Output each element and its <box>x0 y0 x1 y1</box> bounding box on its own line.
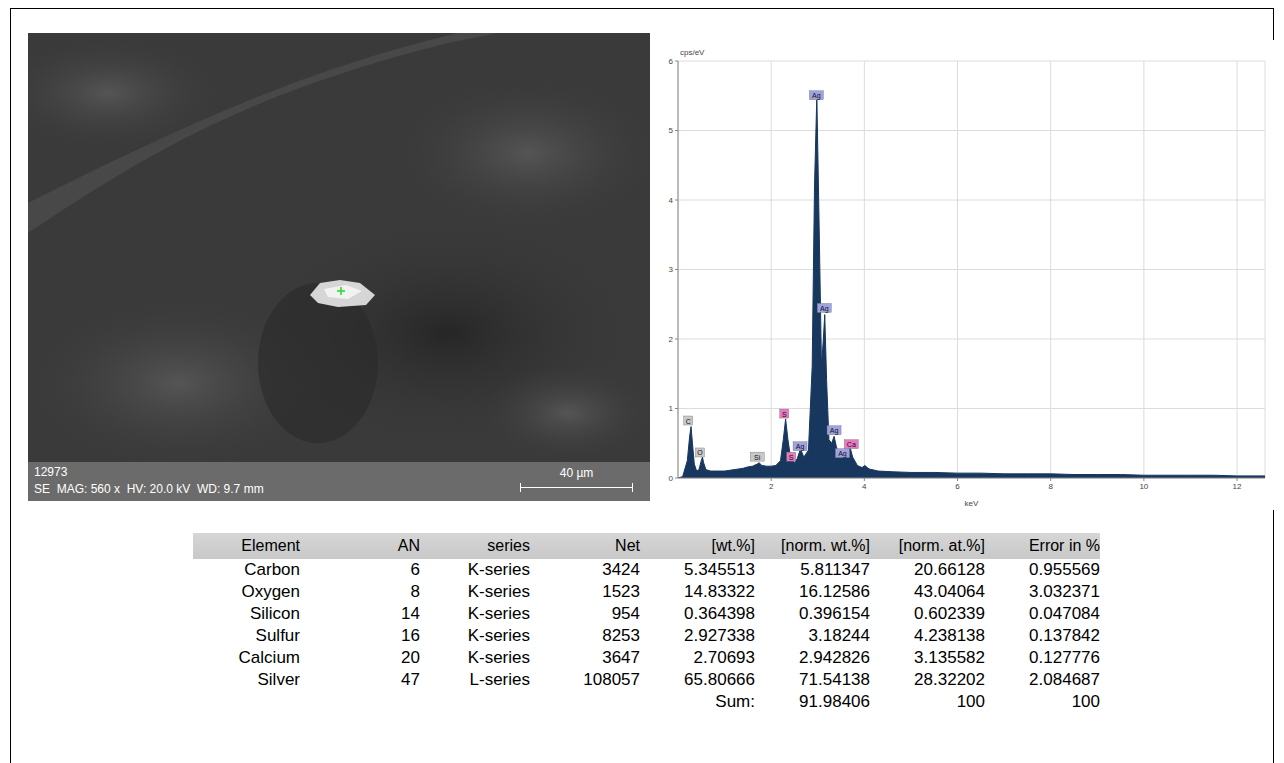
html-text:91.98406: 91.98406 <box>799 692 870 711</box>
html-text:K-series: K-series <box>467 604 530 623</box>
html-text:14: 14 <box>401 604 420 623</box>
html-text:2.927338: 2.927338 <box>684 626 755 645</box>
svg-text:S: S <box>789 454 794 461</box>
svg-text:Ag: Ag <box>812 92 821 100</box>
html-text:Carbon: Carbon <box>244 560 300 579</box>
svg-text:6: 6 <box>669 57 674 66</box>
html-text:71.54138: 71.54138 <box>799 670 870 689</box>
html-text:20.66128: 20.66128 <box>914 560 985 579</box>
html-text:Calcium: Calcium <box>238 648 300 667</box>
html-text:28.32202: 28.32202 <box>914 670 985 689</box>
html-text:3.135582: 3.135582 <box>914 648 985 667</box>
html-text:65.80666: 65.80666 <box>684 670 755 689</box>
svg-text:0: 0 <box>669 474 674 483</box>
html-text:K-series: K-series <box>467 582 530 601</box>
html-text:0.364398: 0.364398 <box>684 604 755 623</box>
html-text:100: 100 <box>1071 692 1100 711</box>
html-text:1523: 1523 <box>602 582 640 601</box>
svg-text:1: 1 <box>669 404 674 413</box>
html-text:43.04064: 43.04064 <box>914 582 985 601</box>
svg-text:Si: Si <box>754 454 761 461</box>
html-text:954: 954 <box>611 604 640 623</box>
html-text:16: 16 <box>401 626 420 645</box>
html-text:Net: Net <box>615 537 640 554</box>
html-text:0.137842: 0.137842 <box>1029 626 1100 645</box>
svg-text:8: 8 <box>1048 482 1053 491</box>
html-text:0.396154: 0.396154 <box>799 604 870 623</box>
svg-text:3: 3 <box>669 265 674 274</box>
html-text:6: 6 <box>410 560 420 579</box>
svg-text:2: 2 <box>669 335 674 344</box>
html-text:12973: 12973 <box>34 465 68 479</box>
html-text:0.127776: 0.127776 <box>1029 648 1100 667</box>
svg-text:Ag: Ag <box>820 305 829 313</box>
html-text:8: 8 <box>410 582 420 601</box>
html-text:0.955569: 0.955569 <box>1029 560 1100 579</box>
html-text:8253: 8253 <box>602 626 640 645</box>
svg-text:5: 5 <box>669 126 674 135</box>
svg-text:4: 4 <box>862 482 867 491</box>
html-text:Sulfur: Sulfur <box>255 626 300 645</box>
svg-text:Ca: Ca <box>847 441 856 448</box>
html-text:K-series: K-series <box>467 648 530 667</box>
svg-text:2: 2 <box>769 482 774 491</box>
svg-text:S: S <box>782 411 787 418</box>
html-text:series: series <box>487 537 530 554</box>
html-text:[wt.%]: [wt.%] <box>711 537 755 554</box>
html-text:K-series: K-series <box>467 560 530 579</box>
html-text:cps/eV: cps/eV <box>680 48 705 57</box>
html-text:Element: Element <box>241 537 300 554</box>
html-text:108057: 108057 <box>583 670 640 689</box>
svg-text:C: C <box>686 418 691 425</box>
svg-text:4: 4 <box>669 196 674 205</box>
html-text:Silicon: Silicon <box>249 604 300 623</box>
html-text:4.238138: 4.238138 <box>914 626 985 645</box>
svg-text:O: O <box>697 449 703 456</box>
html-text:0.047084: 0.047084 <box>1029 604 1100 623</box>
svg-text:10: 10 <box>1139 482 1148 491</box>
html-text:K-series: K-series <box>467 626 530 645</box>
html-text:47: 47 <box>401 670 420 689</box>
svg-text:Ag: Ag <box>838 450 847 458</box>
html-text:Oxygen: Oxygen <box>241 582 300 601</box>
html-text:3647: 3647 <box>602 648 640 667</box>
html-text:3.18244: 3.18244 <box>808 626 870 645</box>
html-text:[norm. wt.%]: [norm. wt.%] <box>781 537 870 554</box>
html-text:16.12586: 16.12586 <box>799 582 870 601</box>
html-text:SE MAG: 560 x HV: 20.0 kV WD:: SE MAG: 560 x HV: 20.0 kV WD: 9.7 mm <box>34 482 264 496</box>
html-text:Error in %: Error in % <box>1028 537 1100 554</box>
html-text:L-series: L-series <box>469 670 530 689</box>
html-text:20: 20 <box>401 648 420 667</box>
html-text:[norm. at.%]: [norm. at.%] <box>898 537 985 554</box>
html-text:5.811347: 5.811347 <box>800 560 870 579</box>
html-text:Silver: Silver <box>257 670 300 689</box>
svg-text:Ag: Ag <box>830 427 839 435</box>
html-text:100: 100 <box>956 692 985 711</box>
html-text:3.032371: 3.032371 <box>1029 582 1100 601</box>
svg-text:Ag: Ag <box>796 443 805 451</box>
html-text:0.602339: 0.602339 <box>914 604 985 623</box>
html-text:2.084687: 2.084687 <box>1029 670 1100 689</box>
html-text:2.942826: 2.942826 <box>799 648 870 667</box>
svg-text:keV: keV <box>965 499 979 508</box>
html-text:AN: AN <box>397 537 420 554</box>
html-text:Sum:: Sum: <box>715 692 755 711</box>
html-text:5.345513: 5.345513 <box>684 560 755 579</box>
svg-text:6: 6 <box>955 482 960 491</box>
html-text:3424: 3424 <box>602 560 640 579</box>
svg-text:12: 12 <box>1233 482 1242 491</box>
html-text:2.70693: 2.70693 <box>693 648 755 667</box>
html-text:40 µm: 40 µm <box>559 466 594 480</box>
html-text:14.83322: 14.83322 <box>684 582 755 601</box>
